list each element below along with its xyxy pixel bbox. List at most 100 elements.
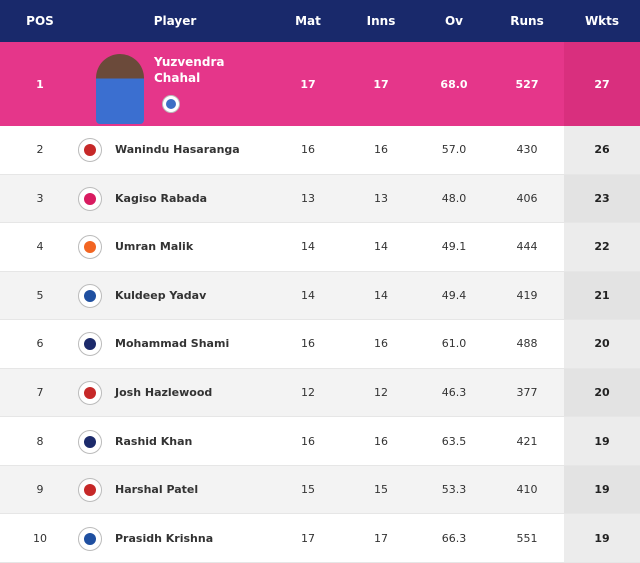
overs: 68.0 <box>440 77 468 91</box>
header-pos: POS <box>26 14 54 28</box>
header-runs: Runs <box>510 14 544 28</box>
wickets: 19 <box>564 417 640 465</box>
inns: 14 <box>374 240 388 254</box>
player-row: 6 Mohammad Shami 16 16 61.0 488 20 <box>0 320 640 369</box>
mat: 16 <box>301 337 315 351</box>
player-row: 10 Prasidh Krishna 17 17 66.3 551 19 <box>0 514 640 563</box>
team-logo <box>78 526 102 551</box>
inns: 13 <box>374 191 388 205</box>
mat: 16 <box>301 434 315 448</box>
runs: 444 <box>516 240 538 254</box>
inns: 17 <box>373 77 389 91</box>
team-logo <box>78 138 102 163</box>
mat: 16 <box>301 143 315 157</box>
team-logo <box>78 332 102 357</box>
mat: 15 <box>301 483 315 497</box>
runs: 419 <box>516 288 538 302</box>
team-logo <box>78 235 102 260</box>
wickets: 22 <box>564 223 640 271</box>
mat: 12 <box>301 386 315 400</box>
pos: 5 <box>36 288 44 302</box>
player-name: Umran Malik <box>115 240 194 254</box>
pos: 6 <box>36 337 44 351</box>
team-logo <box>78 381 102 406</box>
inns: 12 <box>374 386 388 400</box>
header-wickets: Wkts <box>564 0 640 42</box>
mat: 14 <box>301 240 315 254</box>
player-row: 9 Harshal Patel 15 15 53.3 410 19 <box>0 465 640 515</box>
player-row: 4 Umran Malik 14 14 49.1 444 22 <box>0 223 640 272</box>
player-name: Prasidh Krishna <box>115 531 214 545</box>
wickets: 19 <box>564 514 640 562</box>
overs: 49.4 <box>441 288 467 302</box>
pos: 3 <box>36 191 44 205</box>
overs: 49.1 <box>441 240 467 254</box>
inns: 16 <box>374 143 388 157</box>
overs: 61.0 <box>441 337 467 351</box>
header-mat: Mat <box>295 14 321 28</box>
runs: 527 <box>515 77 539 91</box>
player-row: 5 Kuldeep Yadav 14 14 49.4 419 21 <box>0 271 640 321</box>
wickets: 26 <box>564 126 640 174</box>
runs: 421 <box>516 434 538 448</box>
mat: 13 <box>301 191 315 205</box>
player-name: Mohammad Shami <box>115 337 230 351</box>
team-logo <box>78 478 102 503</box>
runs: 410 <box>516 483 538 497</box>
mat: 17 <box>301 531 315 545</box>
team-logo <box>78 283 102 308</box>
team-logo <box>162 95 180 113</box>
wickets: 27 <box>564 42 640 126</box>
mat: 17 <box>300 77 316 91</box>
header-inns: Inns <box>366 14 396 28</box>
player-row: 8 Rashid Khan 16 16 63.5 421 19 <box>0 417 640 466</box>
player-name: Wanindu Hasaranga <box>115 143 240 157</box>
wickets: 23 <box>564 174 640 223</box>
mat: 14 <box>301 288 315 302</box>
pos: 8 <box>36 434 44 448</box>
player-row: 1 Yuzvendra Chahal 17 17 68.0 527 27 <box>0 42 640 126</box>
header-row: POS Player Mat Inns Ov Runs Wkts <box>0 0 640 42</box>
team-logo <box>78 429 102 454</box>
inns: 15 <box>374 483 388 497</box>
runs: 488 <box>516 337 538 351</box>
header-player: Player <box>153 14 197 28</box>
wickets: 21 <box>564 271 640 320</box>
pos: 1 <box>36 77 44 91</box>
player-row: 2 Wanindu Hasaranga 16 16 57.0 430 26 <box>0 126 640 175</box>
runs: 430 <box>516 143 538 157</box>
wickets: 20 <box>564 368 640 417</box>
player-name: Rashid Khan <box>115 434 193 448</box>
team-logo <box>78 186 102 211</box>
player-name: Yuzvendra Chahal <box>154 55 225 85</box>
wickets: 20 <box>564 320 640 368</box>
player-row: 7 Josh Hazlewood 12 12 46.3 377 20 <box>0 368 640 418</box>
wickets: 19 <box>564 465 640 514</box>
inns: 17 <box>374 531 388 545</box>
overs: 46.3 <box>441 386 467 400</box>
overs: 53.3 <box>441 483 467 497</box>
pos: 10 <box>33 531 47 545</box>
overs: 48.0 <box>441 191 467 205</box>
player-row: 3 Kagiso Rabada 13 13 48.0 406 23 <box>0 174 640 224</box>
player-photo <box>96 54 144 124</box>
inns: 16 <box>374 337 388 351</box>
player-name: Josh Hazlewood <box>115 386 213 400</box>
player-name: Harshal Patel <box>115 483 199 497</box>
pos: 4 <box>36 240 44 254</box>
overs: 66.3 <box>441 531 467 545</box>
runs: 551 <box>516 531 538 545</box>
inns: 14 <box>374 288 388 302</box>
overs: 63.5 <box>441 434 467 448</box>
pos: 2 <box>36 143 44 157</box>
inns: 16 <box>374 434 388 448</box>
pos: 9 <box>36 483 44 497</box>
player-name: Kagiso Rabada <box>115 191 208 205</box>
runs: 377 <box>516 386 538 400</box>
overs: 57.0 <box>441 143 467 157</box>
player-name: Kuldeep Yadav <box>115 288 207 302</box>
header-overs: Ov <box>444 14 464 28</box>
runs: 406 <box>516 191 538 205</box>
pos: 7 <box>36 386 44 400</box>
